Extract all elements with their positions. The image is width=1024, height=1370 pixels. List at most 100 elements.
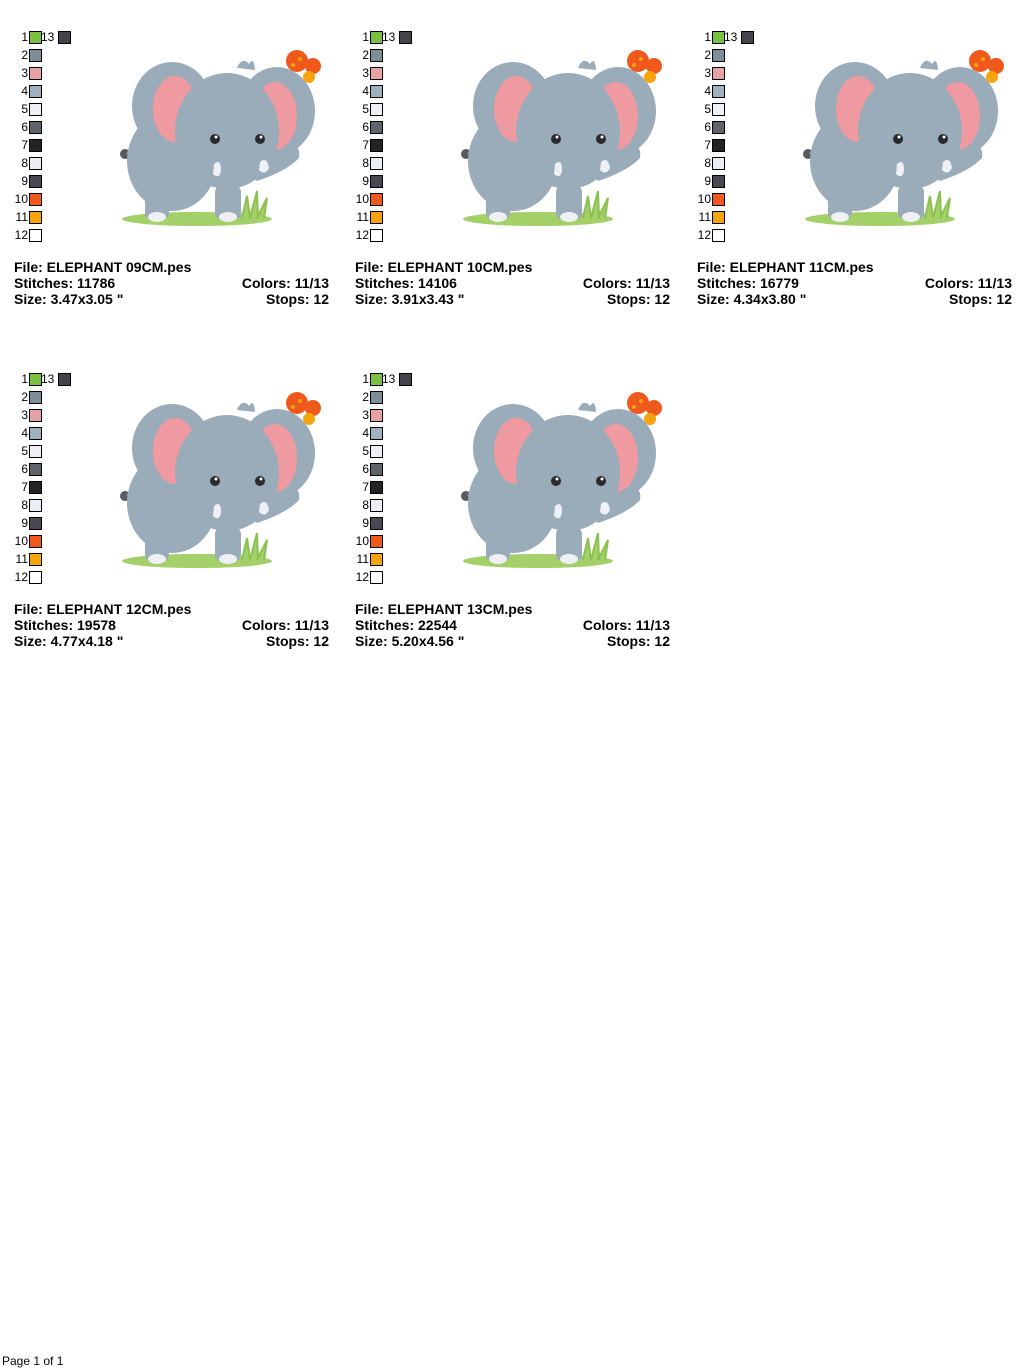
thread-color-item: 3	[353, 66, 413, 81]
thread-color-item: 13	[12, 372, 72, 387]
thread-number: 12	[355, 228, 369, 242]
thread-number: 7	[21, 138, 28, 152]
thread-number: 13	[41, 372, 55, 386]
thread-color-item: 1	[12, 372, 72, 387]
thread-number: 6	[362, 120, 369, 134]
thread-swatch	[370, 193, 383, 206]
thread-swatch	[29, 229, 42, 242]
thread-number: 11	[356, 552, 369, 566]
thread-swatch	[370, 499, 383, 512]
thread-number: 6	[21, 120, 28, 134]
stitch-count: Stitches: 22544	[355, 617, 457, 633]
file-name: File: ELEPHANT 09CM.pes	[14, 259, 192, 275]
elephant-embroidery-preview	[458, 46, 673, 231]
design-size: Size: 3.91x3.43 "	[355, 291, 465, 307]
file-name: File: ELEPHANT 11CM.pes	[697, 259, 874, 275]
design-info: File: ELEPHANT 13CM.pes Stitches: 22544 C…	[355, 601, 670, 649]
thread-swatch	[29, 49, 42, 62]
thread-swatch	[712, 229, 725, 242]
thread-number: 8	[704, 156, 711, 170]
thread-number: 3	[362, 408, 369, 422]
design-info: File: ELEPHANT 10CM.pes Stitches: 14106 C…	[355, 259, 670, 307]
thread-color-item: 3	[12, 66, 72, 81]
thread-color-item: 7	[353, 480, 413, 495]
thread-number: 12	[697, 228, 711, 242]
thread-color-item: 8	[353, 498, 413, 513]
thread-color-item: 5	[695, 102, 755, 117]
thread-swatch	[29, 139, 42, 152]
thread-number: 11	[356, 210, 369, 224]
file-name: File: ELEPHANT 10CM.pes	[355, 259, 533, 275]
thread-swatch	[712, 157, 725, 170]
thread-swatch	[29, 571, 42, 584]
thread-swatch	[58, 31, 71, 44]
thread-swatch	[29, 481, 42, 494]
thread-number: 1	[704, 30, 711, 44]
butterfly	[286, 50, 321, 83]
thread-number: 6	[362, 462, 369, 476]
color-count: Colors: 11/13	[582, 275, 670, 291]
stop-count: Stops: 12	[606, 633, 670, 649]
thread-color-item: 13	[353, 372, 413, 387]
thread-swatch	[712, 49, 725, 62]
stitch-count: Stitches: 16779	[697, 275, 799, 291]
thread-color-item: 8	[695, 156, 755, 171]
butterfly	[627, 392, 662, 425]
stitch-count: Stitches: 14106	[355, 275, 457, 291]
thread-swatch	[370, 175, 383, 188]
thread-swatch	[29, 445, 42, 458]
thread-color-item: 11	[695, 210, 755, 225]
thread-number: 4	[704, 84, 711, 98]
thread-number: 4	[21, 84, 28, 98]
thread-number: 2	[21, 48, 28, 62]
thread-color-item: 4	[353, 426, 413, 441]
thread-color-item: 13	[695, 30, 755, 45]
color-count: Colors: 11/13	[241, 617, 329, 633]
thread-color-item: 4	[695, 84, 755, 99]
thread-number: 12	[14, 228, 28, 242]
thread-swatch	[29, 175, 42, 188]
thread-color-item: 1	[353, 30, 413, 45]
thread-number: 10	[14, 192, 28, 206]
thread-color-item: 4	[353, 84, 413, 99]
elephant-body	[461, 402, 656, 564]
thread-color-item: 9	[12, 174, 72, 189]
thread-color-item: 12	[12, 228, 72, 243]
elephant-embroidery-preview	[458, 388, 673, 573]
stop-count: Stops: 12	[265, 291, 329, 307]
thread-number: 10	[697, 192, 711, 206]
thread-swatch	[370, 229, 383, 242]
thread-swatch	[370, 463, 383, 476]
thread-color-item: 6	[353, 120, 413, 135]
thread-number: 5	[704, 102, 711, 116]
design-card: 1 2 3 4 5 6 7 8 9 10 11 12 13 File: ELEPHANT 13CM.pe…	[353, 364, 673, 654]
thread-swatch	[399, 31, 412, 44]
thread-color-item: 4	[12, 84, 72, 99]
thread-swatch	[712, 121, 725, 134]
thread-number: 4	[362, 84, 369, 98]
thread-color-item: 11	[353, 210, 413, 225]
thread-swatch	[29, 373, 42, 386]
thread-color-item: 12	[353, 228, 413, 243]
thread-swatch	[370, 139, 383, 152]
thread-number: 11	[698, 210, 711, 224]
thread-number: 3	[21, 408, 28, 422]
design-info: File: ELEPHANT 11CM.pes Stitches: 16779 C…	[697, 259, 1012, 307]
thread-swatch	[370, 211, 383, 224]
thread-swatch	[370, 103, 383, 116]
thread-color-item: 5	[353, 102, 413, 117]
thread-swatch	[29, 103, 42, 116]
thread-color-item: 8	[353, 156, 413, 171]
thread-swatch	[370, 67, 383, 80]
thread-number: 12	[14, 570, 28, 584]
elephant-body	[803, 60, 998, 222]
thread-swatch	[370, 535, 383, 548]
thread-swatch	[29, 31, 42, 44]
stop-count: Stops: 12	[948, 291, 1012, 307]
thread-swatch	[712, 175, 725, 188]
thread-color-item: 2	[12, 390, 72, 405]
thread-color-item: 9	[353, 516, 413, 531]
thread-number: 8	[21, 156, 28, 170]
thread-swatch	[370, 481, 383, 494]
thread-color-item: 4	[12, 426, 72, 441]
